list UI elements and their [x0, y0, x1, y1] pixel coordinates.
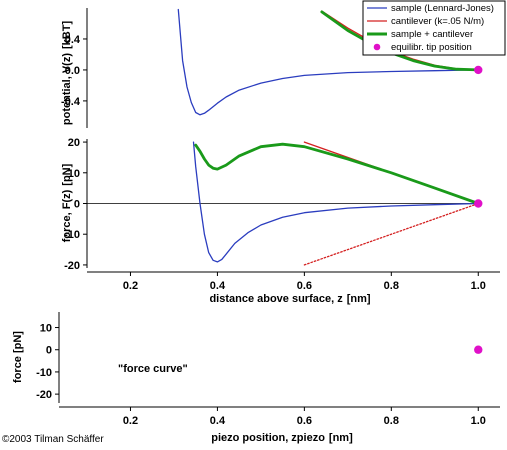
y-tick-label: 0	[46, 345, 52, 357]
y-tick-label: -10	[36, 367, 52, 379]
legend-label-tip: equilibr. tip position	[391, 42, 472, 53]
y-tick-label: -0.4	[61, 96, 81, 108]
x-tick-label: 0.8	[384, 415, 399, 427]
force-curve-annotation: "force curve"	[118, 363, 188, 375]
legend-label-cantilever: cantilever (k=.05 N/m)	[391, 16, 484, 27]
series-line-sample	[194, 142, 480, 205]
force-ylabel: force, F(z)[pN]	[61, 163, 73, 242]
x-tick-label: 0.2	[123, 280, 138, 292]
forcecurve-xlabel: piezo position, zpiezo [nm]	[211, 432, 353, 444]
y-tick-label: 10	[68, 168, 80, 180]
potential-ylabel: potential, V(z)[kBT]	[61, 21, 73, 126]
y-tick-label: 0	[74, 199, 80, 211]
x-tick-label: 0.4	[210, 415, 226, 427]
y-tick-label: 10	[40, 323, 52, 335]
copyright-credit: ©2003 Tilman Schäffer	[2, 434, 104, 445]
x-tick-label: 0.2	[123, 415, 138, 427]
potential-panel: 0.4 0.0 -0.4 potential, V(z)[kBT] sample (…	[61, 0, 506, 128]
x-tick-label: 0.8	[384, 280, 399, 292]
legend: sample (Lennard-Jones) cantilever (k=.05…	[362, 0, 506, 56]
series-line-cantilever-dotted	[303, 202, 479, 266]
series-line-sample	[320, 10, 480, 72]
forcecurve-ylabel: force [pN]	[12, 331, 24, 383]
y-tick-label: -20	[36, 389, 52, 401]
series-line-sample	[192, 141, 479, 263]
force-curve-panel: 10 0 -10 -20 0.2 0.4 0.6 0.8 1.0 force [pN] "fo…	[12, 312, 500, 444]
y-tick-label: -20	[64, 260, 80, 272]
force-panel: 20 10 0 -10 -20 0.2 0.4 0.6 0.8 1.0 force, F(z)[…	[61, 137, 500, 305]
y-tick-label: 0.0	[65, 65, 80, 77]
y-tick-label: -10	[64, 229, 80, 241]
force-xlabel: distance above surface, z [nm]	[209, 293, 370, 305]
x-tick-label: 0.4	[210, 280, 226, 292]
y-tick-label: 20	[68, 137, 80, 149]
legend-swatch-tip	[373, 43, 381, 51]
y-tick-label: 0.4	[65, 34, 81, 46]
x-tick-label: 1.0	[471, 415, 486, 427]
legend-label-sum: sample + cantilever	[391, 29, 473, 40]
equilibrium-tip-point	[474, 199, 483, 208]
legend-box	[362, 0, 506, 56]
x-tick-label: 0.6	[297, 415, 312, 427]
x-tick-label: 1.0	[471, 280, 486, 292]
legend-label-sample: sample (Lennard-Jones)	[391, 3, 494, 14]
x-tick-label: 0.6	[297, 280, 312, 292]
equilibrium-tip-point	[474, 65, 483, 75]
series-line-sample	[177, 8, 479, 116]
equilibrium-tip-point	[474, 345, 483, 354]
